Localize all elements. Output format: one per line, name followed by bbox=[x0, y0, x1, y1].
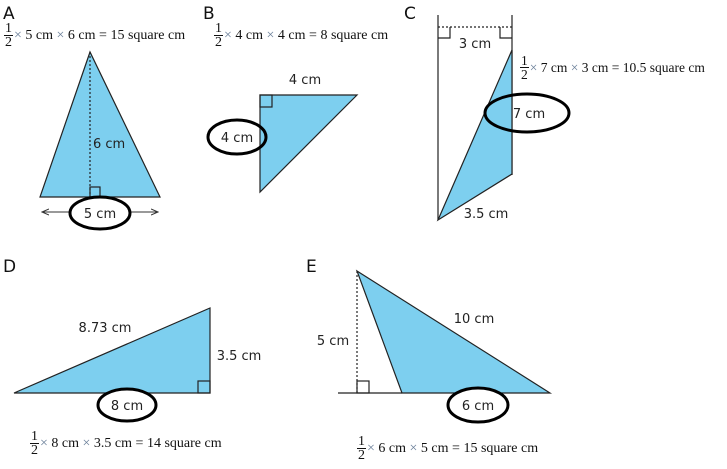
result: 14 square cm bbox=[146, 435, 222, 451]
factor: 6 cm bbox=[378, 440, 407, 456]
height-label-a: 6 cm bbox=[93, 137, 125, 152]
result: 15 square cm bbox=[110, 27, 186, 43]
highlight-ellipse-b bbox=[206, 118, 268, 156]
equals: = bbox=[452, 440, 460, 456]
triangle-e bbox=[355, 269, 553, 394]
highlight-ellipse-e bbox=[446, 386, 510, 424]
label-d: D bbox=[3, 257, 16, 277]
times: × bbox=[82, 435, 91, 451]
equals: = bbox=[611, 59, 620, 75]
width-label-c: 3 cm bbox=[459, 37, 491, 52]
factor: 5 cm bbox=[25, 27, 54, 43]
result: 8 square cm bbox=[320, 27, 389, 43]
base-label-e: 6 cm bbox=[462, 399, 494, 414]
highlight-ellipse-a bbox=[68, 195, 132, 231]
result: 15 square cm bbox=[463, 440, 539, 456]
factor: 7 cm bbox=[540, 59, 568, 75]
numerator: 1 bbox=[30, 429, 39, 444]
numerator: 1 bbox=[520, 53, 529, 68]
numerator: 1 bbox=[4, 21, 13, 36]
height-label-e: 5 cm bbox=[317, 334, 349, 349]
times: × bbox=[409, 440, 418, 456]
equals: = bbox=[309, 27, 317, 43]
denominator: 2 bbox=[358, 448, 365, 463]
factor: 8 cm bbox=[51, 435, 80, 451]
highlight-ellipse-c bbox=[483, 92, 571, 134]
times: × bbox=[40, 435, 48, 451]
label-c: C bbox=[404, 4, 416, 24]
times: × bbox=[56, 27, 65, 43]
factor: 3.5 cm bbox=[93, 435, 133, 451]
highlight-ellipse-d bbox=[96, 387, 158, 423]
factor: 6 cm bbox=[67, 27, 96, 43]
side-label-c: 7 cm bbox=[513, 107, 545, 122]
denominator: 2 bbox=[31, 443, 38, 458]
right-angle-d bbox=[197, 380, 211, 394]
numerator: 1 bbox=[214, 21, 223, 36]
factor: 3 cm bbox=[581, 59, 609, 75]
times: × bbox=[224, 27, 232, 43]
label-b: B bbox=[203, 4, 215, 24]
times: × bbox=[570, 59, 579, 75]
right-angle-b bbox=[259, 94, 273, 108]
result: 10.5 square cm bbox=[622, 59, 705, 75]
equals: = bbox=[135, 435, 144, 451]
base-label-a: 5 cm bbox=[84, 207, 116, 222]
top-label-b: 4 cm bbox=[289, 73, 321, 88]
factor: 5 cm bbox=[420, 440, 449, 456]
times: × bbox=[367, 440, 375, 456]
triangle-c bbox=[436, 49, 513, 222]
right-angles-c bbox=[438, 27, 512, 39]
numerator: 1 bbox=[357, 434, 366, 449]
times: × bbox=[14, 27, 22, 43]
times: × bbox=[266, 27, 275, 43]
denominator: 2 bbox=[521, 67, 528, 82]
times: × bbox=[529, 59, 538, 75]
hyp-label-d: 8.73 cm bbox=[79, 321, 132, 336]
triangle-a bbox=[39, 50, 161, 198]
equals: = bbox=[99, 27, 107, 43]
triangle-b bbox=[259, 94, 359, 194]
denominator: 2 bbox=[215, 35, 222, 50]
denominator: 2 bbox=[5, 35, 12, 50]
side-label-b: 4 cm bbox=[221, 131, 253, 146]
right-angle-e bbox=[356, 380, 370, 394]
label-e: E bbox=[306, 257, 317, 277]
factor: 4 cm bbox=[235, 27, 264, 43]
label-a: A bbox=[3, 4, 15, 24]
base-label-d: 8 cm bbox=[111, 399, 143, 414]
factor: 4 cm bbox=[277, 27, 306, 43]
side-label-e: 10 cm bbox=[454, 312, 495, 327]
side-label-d: 3.5 cm bbox=[217, 349, 262, 364]
bottom-label-c: 3.5 cm bbox=[464, 207, 509, 222]
